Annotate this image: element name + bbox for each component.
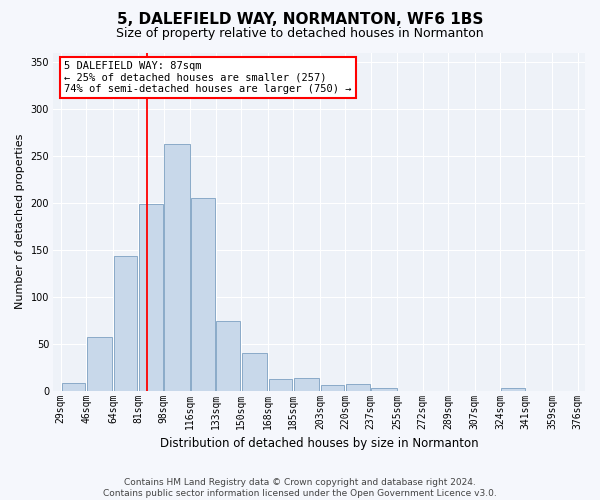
Bar: [62, 383, 85, 390]
X-axis label: Distribution of detached houses by size in Normanton: Distribution of detached houses by size …: [160, 437, 478, 450]
Bar: [113, 256, 137, 390]
Bar: [217, 321, 240, 390]
Text: 5, DALEFIELD WAY, NORMANTON, WF6 1BS: 5, DALEFIELD WAY, NORMANTON, WF6 1BS: [117, 12, 483, 28]
Bar: [242, 353, 267, 391]
Text: Size of property relative to detached houses in Normanton: Size of property relative to detached ho…: [116, 28, 484, 40]
Bar: [191, 198, 215, 390]
Text: 5 DALEFIELD WAY: 87sqm
← 25% of detached houses are smaller (257)
74% of semi-de: 5 DALEFIELD WAY: 87sqm ← 25% of detached…: [64, 61, 352, 94]
Bar: [294, 378, 319, 390]
Bar: [346, 384, 370, 390]
Bar: [371, 388, 397, 390]
Bar: [164, 144, 190, 390]
Bar: [87, 337, 112, 390]
Bar: [501, 388, 524, 390]
Y-axis label: Number of detached properties: Number of detached properties: [15, 134, 25, 310]
Bar: [139, 204, 163, 390]
Text: Contains HM Land Registry data © Crown copyright and database right 2024.
Contai: Contains HM Land Registry data © Crown c…: [103, 478, 497, 498]
Bar: [269, 380, 292, 390]
Bar: [320, 385, 344, 390]
